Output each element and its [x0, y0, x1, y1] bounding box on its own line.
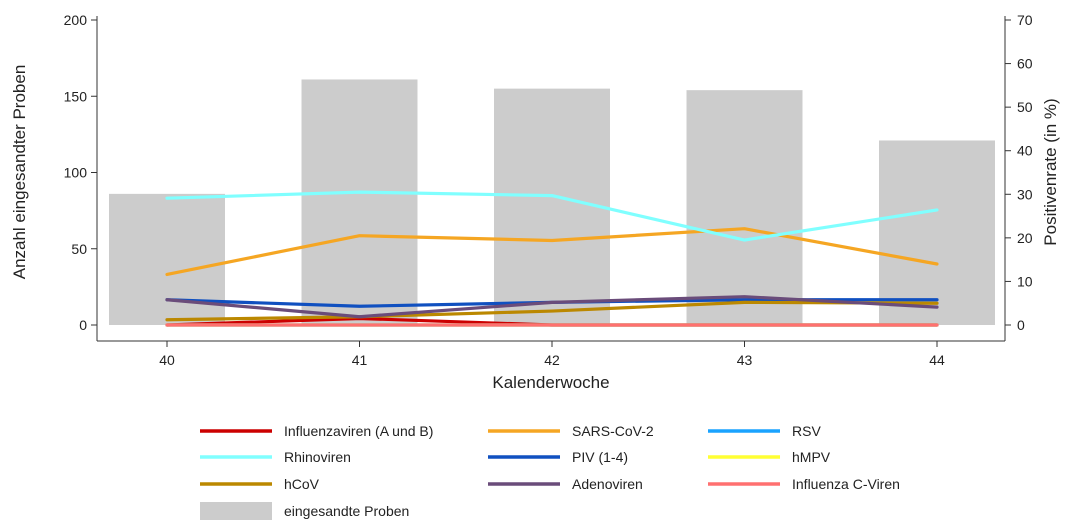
- right-tick-label: 20: [1017, 230, 1033, 246]
- x-tick-label: 42: [544, 352, 560, 368]
- x-tick-label: 43: [737, 352, 753, 368]
- series-line-adenoviren: [165, 295, 939, 319]
- legend-item-hmpv: hMPV: [708, 449, 831, 465]
- series-line-sars-cov-2: [165, 227, 939, 277]
- left-tick-label: 100: [64, 165, 88, 181]
- x-tick-label: 40: [159, 352, 175, 368]
- legend-item-hcov: hCoV: [200, 476, 320, 492]
- legend-label: RSV: [792, 423, 821, 439]
- right-tick-label: 40: [1017, 143, 1033, 159]
- bar-week-43: [686, 90, 803, 326]
- legend-label: hCoV: [284, 476, 320, 492]
- legend-item-rhinoviren: Rhinoviren: [200, 449, 351, 465]
- legend-label: SARS-CoV-2: [572, 423, 654, 439]
- legend-item-rsv: RSV: [708, 423, 821, 439]
- left-tick-label: 0: [79, 317, 87, 333]
- right-tick-label: 70: [1017, 12, 1033, 28]
- legend: Influenzaviren (A und B) SARS-CoV-2 RSV Rhi…: [200, 423, 900, 520]
- series-line-hcov: [165, 300, 939, 322]
- lines-layer: [165, 190, 939, 327]
- x-tick-label: 41: [352, 352, 368, 368]
- x-axis-title: Kalenderwoche: [492, 373, 609, 392]
- x-tick-label: 44: [929, 352, 945, 368]
- right-tick-label: 10: [1017, 273, 1033, 289]
- legend-label: Influenza C-Viren: [792, 476, 900, 492]
- right-tick-label: 30: [1017, 186, 1033, 202]
- legend-item-sars-cov-2: SARS-CoV-2: [488, 423, 654, 439]
- left-axis-title: Anzahl eingesandter Proben: [10, 65, 29, 280]
- legend-label: Rhinoviren: [284, 449, 351, 465]
- legend-item-influenzaviren-a-und-b: Influenzaviren (A und B): [200, 423, 433, 439]
- bar-week-40: [109, 193, 225, 325]
- right-tick-label: 0: [1017, 317, 1025, 333]
- legend-item-adenoviren: Adenoviren: [488, 476, 643, 492]
- legend-label: Adenoviren: [572, 476, 643, 492]
- left-tick-label: 50: [71, 241, 87, 257]
- legend-label: hMPV: [792, 449, 831, 465]
- left-tick-label: 200: [64, 12, 88, 28]
- left-tick-label: 150: [64, 88, 88, 104]
- right-tick-label: 60: [1017, 56, 1033, 72]
- bar-week-44: [879, 140, 995, 325]
- right-axis-title: Positivenrate (in %): [1041, 98, 1060, 245]
- legend-item-piv-1-4: PIV (1-4): [488, 449, 628, 465]
- legend-item-eingesandte-proben: eingesandte Proben: [200, 502, 409, 520]
- legend-swatch: [200, 502, 272, 520]
- legend-label: PIV (1-4): [572, 449, 628, 465]
- legend-label: eingesandte Proben: [284, 503, 409, 519]
- legend-label: Influenzaviren (A und B): [284, 423, 433, 439]
- bar-week-41: [301, 79, 418, 325]
- bar-week-42: [494, 88, 610, 325]
- axes-layer: 0 50 100 150 200 0 10 20 30 40 50 60 70 40 41 42 43 44 Kal…: [10, 12, 1060, 392]
- bars-layer: [109, 79, 995, 326]
- legend-item-influenza-c-viren: Influenza C-Viren: [708, 476, 900, 492]
- right-tick-label: 50: [1017, 99, 1033, 115]
- series-line-rhinoviren: [165, 190, 939, 242]
